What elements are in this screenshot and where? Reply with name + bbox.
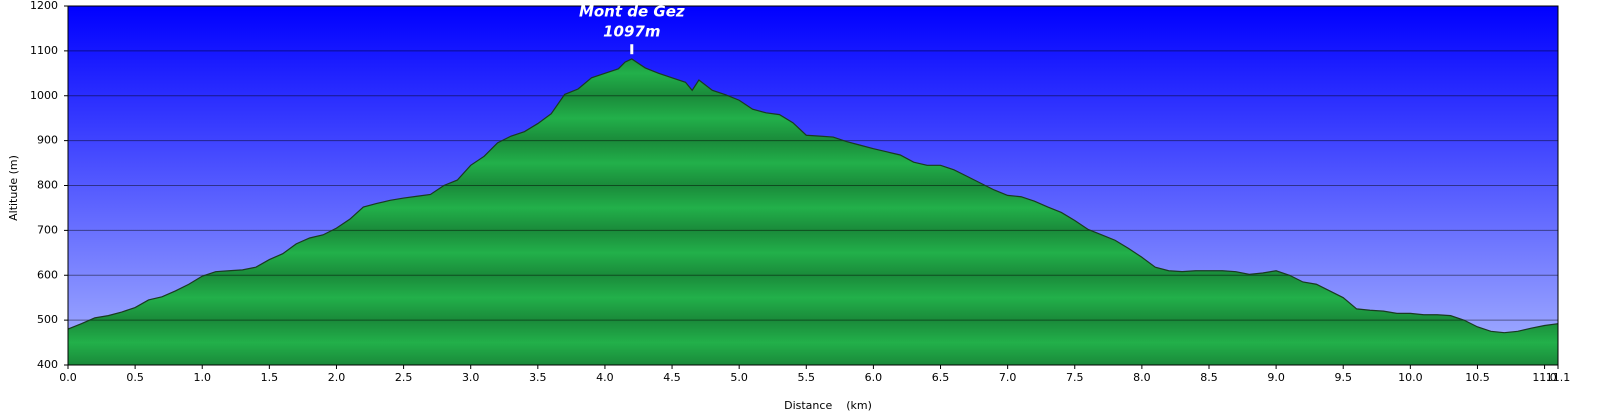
x-tick-label: 10.0 (1398, 371, 1423, 384)
annotation-value: 1097m (603, 23, 660, 41)
x-tick-label: 11.1 (1546, 371, 1571, 384)
x-tick-label: 4.0 (596, 371, 614, 384)
x-tick-label: 3.5 (529, 371, 547, 384)
x-tick-label: 1.0 (193, 371, 211, 384)
area-fill (68, 58, 1558, 365)
x-tick-label: 2.5 (395, 371, 413, 384)
x-tick-label: 0.0 (59, 371, 77, 384)
x-tick-label: 8.5 (1200, 371, 1218, 384)
x-tick-label: 2.0 (328, 371, 346, 384)
x-tick-label: 4.5 (663, 371, 681, 384)
y-tick-label: 1000 (30, 89, 58, 102)
y-tick-label: 800 (37, 179, 58, 192)
x-tick-label: 5.5 (798, 371, 816, 384)
y-tick-label: 600 (37, 268, 58, 281)
x-tick-label: 8.0 (1133, 371, 1151, 384)
y-tick-label: 900 (37, 134, 58, 147)
y-tick-label: 1100 (30, 44, 58, 57)
annotation-label: Mont de Gez (579, 3, 685, 21)
x-tick-label: 9.5 (1334, 371, 1352, 384)
x-tick-label: 10.5 (1465, 371, 1490, 384)
x-tick-label: 6.0 (865, 371, 883, 384)
x-tick-label: 7.0 (999, 371, 1017, 384)
x-tick-label: 1.5 (261, 371, 279, 384)
y-tick-label: 1200 (30, 0, 58, 12)
x-tick-label: 6.5 (932, 371, 950, 384)
y-tick-label: 400 (37, 358, 58, 371)
elevation-line (67, 58, 1559, 334)
plot-frame (67, 5, 1559, 366)
x-tick-label: 7.5 (1066, 371, 1084, 384)
x-tick-label: 3.0 (462, 371, 480, 384)
x-axis-label: Distance (km) (784, 399, 872, 412)
x-tick-label: 9.0 (1267, 371, 1285, 384)
x-tick-label: 0.5 (126, 371, 144, 384)
x-tick-label: 5.0 (730, 371, 748, 384)
y-axis-label: Altitude (m) (7, 155, 20, 221)
y-tick-label: 700 (37, 223, 58, 236)
x-tick-label: 11.0 (1532, 371, 1557, 384)
y-tick-label: 500 (37, 313, 58, 326)
